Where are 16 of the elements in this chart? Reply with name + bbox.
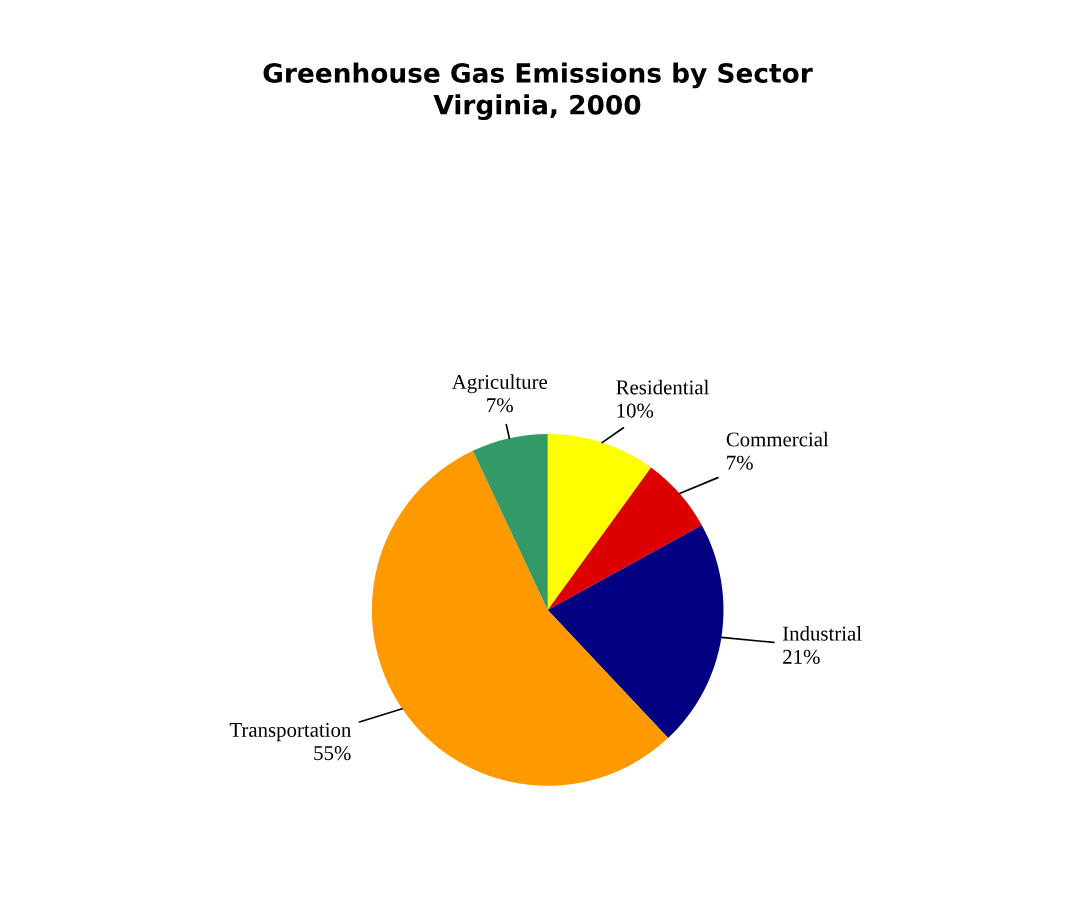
pie-slice	[547, 525, 724, 739]
slice-label: Agriculture	[451, 374, 548, 394]
data-label: 7%	[487, 398, 513, 413]
pie-slice	[547, 434, 652, 610]
chart-title: Greenhouse Gas Emissions by Sector Virginia, 2000	[263, 62, 813, 121]
data-label: 21%	[783, 649, 820, 664]
slice-label: Industrial	[782, 625, 862, 641]
pie-slice	[371, 450, 669, 786]
pie-slice	[547, 467, 702, 610]
data-label: 10%	[617, 403, 654, 418]
data-label: 55%	[314, 746, 351, 761]
slice-label: Transportation	[229, 722, 352, 742]
data-label: 7%	[727, 455, 753, 470]
pie-slice	[472, 434, 548, 610]
slice-label: Residential	[616, 379, 709, 395]
slice-label: Commercial	[726, 431, 829, 447]
